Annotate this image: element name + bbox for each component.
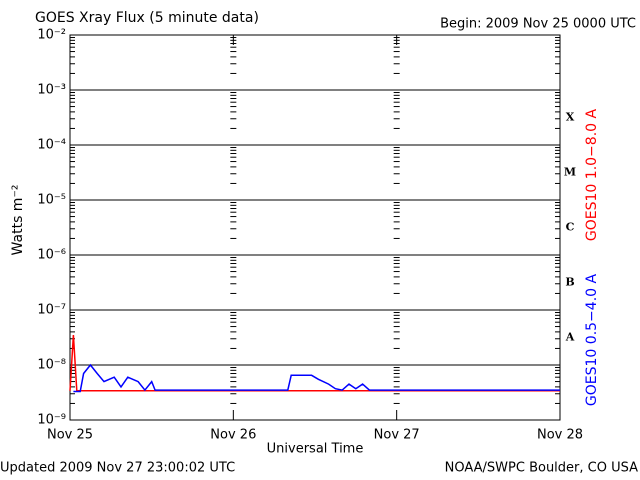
- chart-title: GOES Xray Flux (5 minute data): [35, 10, 259, 26]
- flare-class-label: B: [565, 276, 574, 289]
- y-tick-label: 10⁻⁵: [37, 193, 66, 208]
- x-tick-label: Nov 25: [47, 428, 93, 443]
- legend-entry: GOES10 0.5−4.0 A: [584, 274, 600, 407]
- legend-entry: GOES10 1.0−8.0 A: [584, 109, 600, 242]
- y-tick-label: 10⁻³: [37, 83, 66, 98]
- y-axis-label: Watts m⁻²: [10, 185, 26, 256]
- plot-frame: [69, 34, 561, 421]
- x-tick-label: Nov 26: [210, 428, 256, 443]
- x-tick-label: Nov 27: [374, 428, 420, 443]
- y-tick-label: 10⁻⁶: [37, 248, 66, 263]
- y-tick-label: 10⁻²: [37, 28, 66, 43]
- y-tick-label: 10⁻⁸: [37, 358, 66, 373]
- series-line: [73, 363, 560, 393]
- x-axis-label: Universal Time: [267, 442, 364, 457]
- y-tick-label: 10⁻⁷: [37, 303, 66, 318]
- flare-class-label: M: [564, 166, 576, 179]
- flare-class-label: C: [566, 221, 575, 234]
- flare-class-label: A: [565, 331, 575, 344]
- y-tick-label: 10⁻⁴: [37, 138, 66, 153]
- flare-class-label: X: [566, 111, 575, 124]
- begin-label: Begin: 2009 Nov 25 0000 UTC: [440, 17, 636, 32]
- series-line: [69, 335, 560, 392]
- updated-label: Updated 2009 Nov 27 23:00:02 UTC: [0, 461, 235, 476]
- y-tick-label: 10⁻⁹: [37, 413, 66, 428]
- x-tick-label: Nov 28: [537, 428, 583, 443]
- source-label: NOAA/SWPC Boulder, CO USA: [445, 461, 638, 476]
